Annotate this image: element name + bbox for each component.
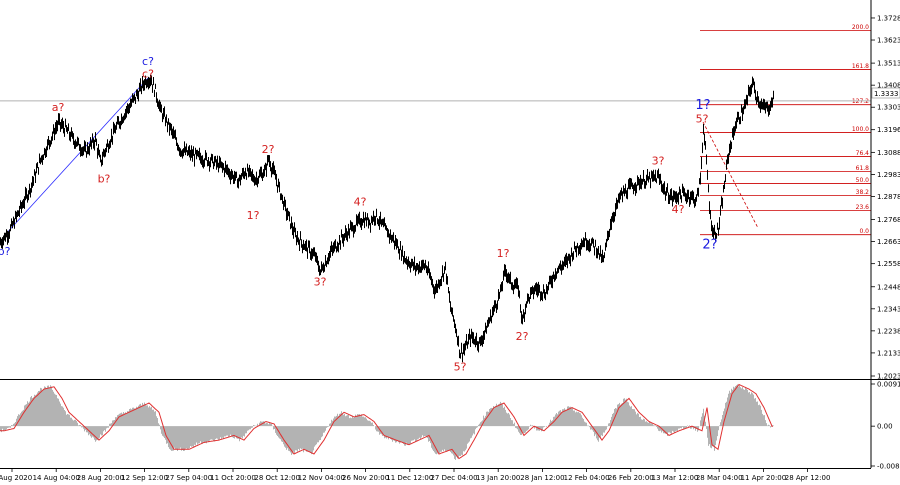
time-tick-label: 13 Mar 12:00 — [652, 474, 699, 482]
oscillator-tick-label: 0.0091 — [877, 381, 900, 389]
wave-label: 1? — [497, 247, 510, 260]
current-price-box — [871, 87, 900, 99]
fib-level-label: 76.4 — [856, 150, 870, 157]
price-tick-label: 1.3623 — [877, 37, 900, 45]
time-tick-label: 11 Dec 12:00 — [386, 474, 433, 482]
price-bars — [0, 75, 774, 363]
fib-level-label: 100.0 — [852, 126, 869, 133]
fib-level-label: 200.0 — [852, 24, 869, 31]
oscillator-tick-label: 0.00 — [877, 423, 893, 431]
wave-label: 2? — [702, 238, 717, 253]
wave-label: b? — [98, 172, 111, 185]
price-axis-ticks: 1.3728 1.3623 1.3513 1.3408 1.3303 1.3196 1.30… — [871, 14, 900, 381]
price-tick-label: 1.2343 — [877, 305, 900, 313]
time-tick-label: 12 Nov 04:00 — [298, 474, 345, 482]
price-tick-label: 1.3728 — [877, 14, 900, 22]
price-tick-label: 1.3408 — [877, 82, 900, 90]
wave-label: 3? — [652, 155, 665, 168]
fib-level-label: 127.2 — [852, 98, 869, 105]
price-tick-label: 1.2238 — [877, 327, 900, 335]
time-tick-label: 28 Jan 12:00 — [520, 474, 564, 482]
oscillator-axis-ticks: 0.0091 0.00 -0.0086 — [871, 381, 900, 471]
wave-label: 5? — [696, 113, 709, 126]
time-tick-label: 28 Mar 04:00 — [696, 474, 743, 482]
wave-labels: c?c?a?b?b?2?1?3?4?5?1?2?3?4?1?5?2? — [0, 55, 718, 374]
price-tick-label: 1.2023 — [877, 373, 900, 381]
price-tick-label: 1.2663 — [877, 238, 900, 246]
price-series — [0, 75, 774, 363]
fib-level-label: 161.8 — [852, 63, 869, 70]
fib-level-label: 50.0 — [856, 177, 870, 184]
wave-label: 4? — [672, 203, 685, 216]
time-tick-label: 27 Dec 04:00 — [430, 474, 477, 482]
time-tick-label: 12 Feb 04:00 — [564, 474, 610, 482]
time-tick-label: 14 Aug 04:00 — [33, 474, 80, 482]
wave-label: b? — [0, 245, 11, 258]
price-tick-label: 1.2768 — [877, 216, 900, 224]
price-tick-label: 1.2983 — [877, 171, 900, 179]
time-tick-label: 12 Sep 12:00 — [121, 474, 168, 482]
price-tick-label: 1.2133 — [877, 349, 900, 357]
wave-label: 4? — [354, 195, 367, 208]
time-tick-label: 28 Oct 12:00 — [254, 474, 300, 482]
time-tick-label: 28 Apr 12:00 — [785, 474, 831, 482]
wave-label: 1? — [695, 98, 710, 113]
price-tick-label: 1.3196 — [877, 126, 900, 134]
wave-trend-line — [3, 77, 149, 237]
wave-label: c? — [142, 67, 154, 80]
wave-label: 5? — [454, 360, 467, 373]
current-price-label: 1.3333 — [874, 90, 899, 98]
oscillator-panel — [0, 383, 774, 460]
time-tick-label: 26 Nov 20:00 — [342, 474, 389, 482]
time-tick-label: 28 Aug 20:00 — [77, 474, 124, 482]
price-tick-label: 1.3303 — [877, 104, 900, 112]
fib-level-label: 23.6 — [856, 204, 870, 211]
time-tick-label: 13 Jan 20:00 — [476, 474, 520, 482]
time-tick-label: 27 Sep 04:00 — [165, 474, 212, 482]
time-tick-label: 11 Apr 20:00 — [741, 474, 787, 482]
oscillator-signal-line — [0, 383, 773, 460]
main-panel: 0.0 23.6 38.2 50.0 61.8 76.4 100.0 127.2 161.8 20… — [0, 24, 871, 373]
wave-label: 2? — [516, 330, 529, 343]
price-tick-label: 1.3088 — [877, 149, 900, 157]
fib-level-label: 0.0 — [859, 228, 869, 235]
time-tick-label: 26 Feb 20:00 — [608, 474, 654, 482]
price-tick-label: 1.2448 — [877, 283, 900, 291]
time-tick-label: 11 Oct 20:00 — [210, 474, 256, 482]
wave-label: c? — [142, 55, 154, 68]
fib-level-label: 61.8 — [856, 165, 870, 172]
oscillator-tick-label: -0.0086 — [877, 463, 900, 471]
wave-label: 1? — [247, 209, 260, 222]
wave-label: 2? — [262, 143, 275, 156]
price-tick-label: 1.2878 — [877, 193, 900, 201]
time-tick-label: 1 Aug 2020 — [0, 474, 32, 482]
wave-label: 3? — [314, 275, 327, 288]
fibonacci-levels: 0.0 23.6 38.2 50.0 61.8 76.4 100.0 127.2 161.8 20… — [700, 24, 871, 235]
fib-level-label: 38.2 — [856, 189, 870, 196]
price-tick-label: 1.3513 — [877, 60, 900, 68]
price-tick-label: 1.2558 — [877, 260, 900, 268]
wave-label: a? — [52, 101, 65, 114]
